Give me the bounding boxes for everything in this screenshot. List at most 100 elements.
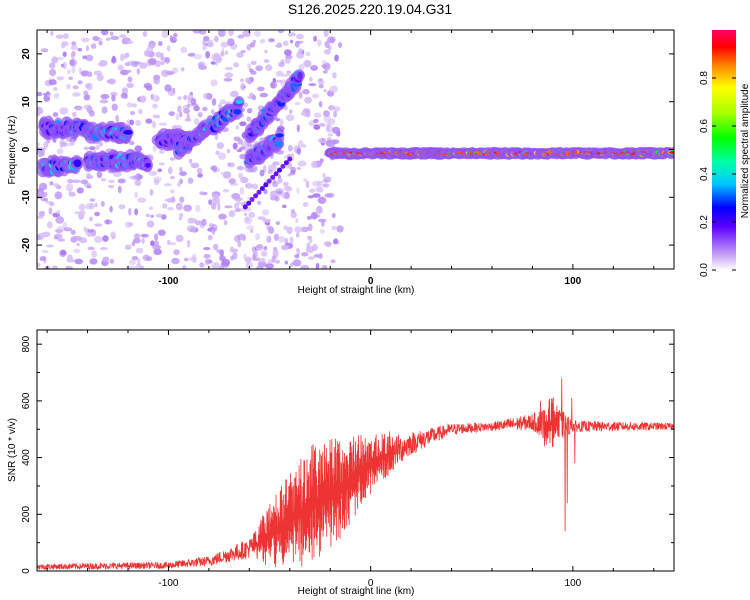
spectrogram-speckle <box>72 248 81 254</box>
spectrogram-speckle <box>77 80 83 85</box>
spectrogram-speckle <box>249 228 254 234</box>
spectrogram-speckle <box>193 53 203 60</box>
spectrogram-speckle <box>302 202 309 207</box>
spectrogram-speckle <box>239 121 247 127</box>
spectrogram-speckle <box>321 64 328 69</box>
spectrogram-speckle <box>124 221 133 228</box>
spectrogram-speckle <box>122 53 128 59</box>
spectrogram-speckle <box>240 50 246 54</box>
spectrogram-speckle <box>74 106 83 112</box>
spectrogram-speckle <box>333 238 339 245</box>
spectrogram-speckle <box>134 61 142 65</box>
spectrogram-speckle <box>235 125 240 130</box>
spectrogram-speckle <box>165 70 175 75</box>
spectrogram-speckle <box>177 96 182 101</box>
spectrogram-speckle <box>244 182 253 189</box>
spectrogram-speckle <box>323 49 331 55</box>
spectrogram-speckle <box>216 249 225 254</box>
spectrogram-speckle <box>222 188 230 193</box>
spectrogram-speckle <box>316 39 322 47</box>
spectrogram-speckle <box>294 254 300 259</box>
spectrogram-speckle <box>115 114 120 123</box>
spectrogram-speckle <box>292 259 302 267</box>
spectrogram-speckle <box>71 41 77 46</box>
spectrogram-speckle <box>237 240 242 248</box>
spectrogram-speckle <box>72 92 81 97</box>
spectrogram-speckle <box>93 70 102 76</box>
spectrogram-speckle <box>294 40 300 48</box>
spectrogram-speckle <box>225 66 233 71</box>
spectrogram-speckle <box>269 81 278 89</box>
spectrogram-speckle <box>208 199 213 206</box>
spectrogram-speckle <box>256 200 262 205</box>
spectrogram-speckle <box>296 124 300 133</box>
spectrogram-speckle <box>65 265 73 269</box>
spectrogram-speckle <box>308 83 317 87</box>
spectrogram-speckle <box>232 142 238 150</box>
spectrogram-speckle <box>43 197 48 202</box>
spectrogram-speckle <box>230 255 235 261</box>
spectrogram-speckle <box>211 262 220 269</box>
spectrogram-speckle <box>150 214 154 218</box>
spectrogram-speckle <box>83 90 89 96</box>
spectrogram-speckle <box>51 265 58 269</box>
spectrogram-speckle <box>179 178 184 184</box>
spectrogram-speckle <box>117 185 122 194</box>
spectrogram-speckle <box>267 226 275 234</box>
spectrogram-speckle <box>250 70 257 75</box>
spectrogram-cell <box>249 197 255 202</box>
spectrogram-speckle <box>49 181 54 186</box>
spectrogram-speckle <box>279 118 284 127</box>
spectrogram-speckle <box>300 265 310 269</box>
snr-frame <box>36 329 675 572</box>
spectrogram-cell <box>287 156 293 162</box>
spectrogram-speckle <box>180 67 185 72</box>
spectrogram-speckle <box>234 235 240 243</box>
spectrogram-speckle <box>158 41 163 47</box>
spectrogram-speckle <box>243 253 247 260</box>
spectrogram-speckle <box>324 40 330 49</box>
spectrogram-cell <box>266 178 272 184</box>
spectrogram-speckle <box>134 179 142 186</box>
spectrogram-speckle <box>56 76 65 81</box>
spectrogram-speckle <box>255 65 263 72</box>
spectrogram-speckle <box>197 173 204 178</box>
spectrogram-speckle <box>192 253 197 260</box>
spectrogram-speckle <box>124 62 131 67</box>
spectrogram-speckle <box>98 140 104 147</box>
spectrogram-speckle <box>207 39 214 48</box>
spectrogram-speckle <box>109 205 113 213</box>
spectrogram-speckle <box>265 64 273 71</box>
spectrogram-speckle <box>148 58 157 65</box>
spectrogram-speckle <box>275 117 281 122</box>
spectrogram-speckle <box>187 217 195 224</box>
spectrogram-speckle <box>49 62 56 69</box>
spectrogram-cell <box>277 167 282 173</box>
spectrogram-speckle <box>74 258 83 265</box>
spectrogram-speckle <box>296 187 300 194</box>
spectrogram-speckle <box>96 171 103 179</box>
spectrogram-speckle <box>272 249 279 257</box>
spectrogram-speckle <box>48 79 57 86</box>
spectrogram-speckle <box>109 91 118 97</box>
spectrogram-speckle <box>102 235 109 242</box>
spectrogram-speckle <box>179 213 184 218</box>
spectrogram-speckle <box>252 39 257 45</box>
spectrogram-speckle <box>89 216 93 222</box>
spectrogram-speckle <box>59 141 64 149</box>
spectrogram-speckle <box>66 138 73 142</box>
spectrogram-speckle <box>73 235 82 241</box>
colorbar-tick-label: 0.4 <box>699 167 710 181</box>
spectrogram-speckle <box>281 73 291 77</box>
spectrogram-speckle <box>263 59 270 63</box>
spectrogram-speckle <box>297 160 307 167</box>
spectrogram-speckle <box>54 236 59 240</box>
spectrogram-speckle <box>183 94 188 101</box>
spectrogram-speckle <box>68 188 72 196</box>
spectrogram-speckle <box>153 176 162 183</box>
spectrogram-speckle <box>41 231 51 238</box>
spectrogram-speckle <box>225 50 229 55</box>
spectrogram-speckle <box>215 150 220 155</box>
spectrogram-speckle <box>306 215 312 220</box>
